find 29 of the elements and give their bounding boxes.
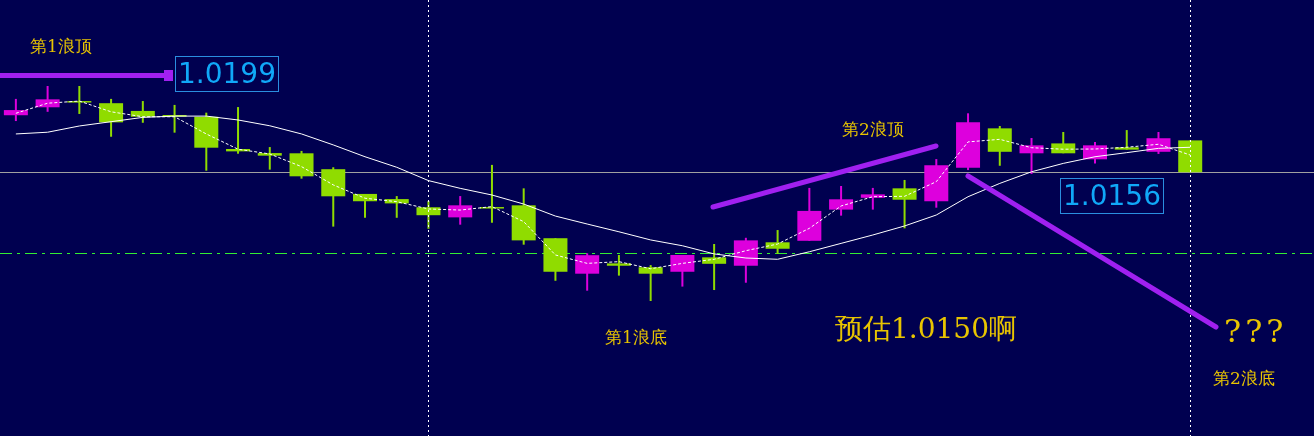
candlestick (416, 200, 441, 230)
candlestick (670, 253, 695, 288)
candlestick (1114, 129, 1139, 151)
candlestick (575, 252, 600, 292)
text: ??? (1224, 312, 1288, 351)
candlestick (479, 163, 504, 224)
candlestick (35, 86, 60, 113)
candlestick (257, 146, 282, 171)
candlestick (892, 178, 917, 230)
text: 预估1.0150啊 (835, 312, 1017, 346)
candlestick (765, 229, 790, 255)
annotation: 1.0156 (1060, 178, 1164, 214)
candlestick (289, 149, 314, 180)
candlestick (829, 184, 854, 217)
candlestick (702, 243, 727, 292)
candlestick (860, 186, 885, 211)
candlestick (448, 195, 473, 226)
candlestick (3, 97, 28, 123)
text: 第2浪底 (1213, 368, 1275, 389)
candlestick (987, 124, 1012, 167)
candlestick (99, 97, 124, 138)
candlestick (638, 264, 663, 301)
text: 第1浪顶 (30, 36, 92, 57)
annotation: 1.0199 (175, 56, 279, 92)
text: 第1浪底 (605, 327, 667, 348)
candlestick (606, 253, 631, 277)
candlestick (67, 86, 92, 115)
annotation: 第2浪顶 (842, 119, 904, 140)
candlestick (1019, 137, 1044, 175)
